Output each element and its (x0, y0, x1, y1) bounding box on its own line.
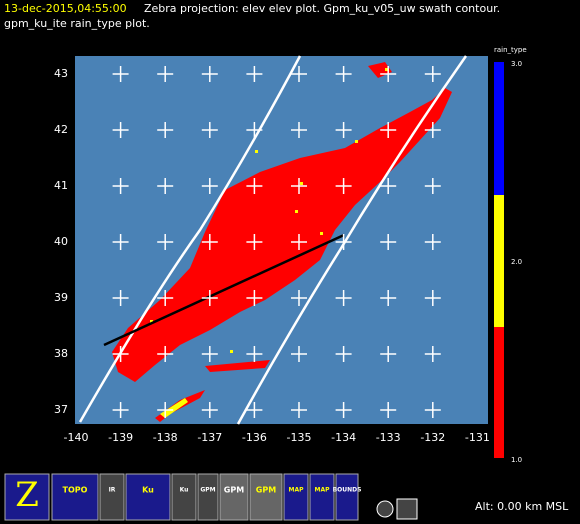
x-tick-label: -131 (465, 431, 490, 444)
x-tick-label: -139 (108, 431, 133, 444)
x-tick-label: -132 (420, 431, 445, 444)
zebra-logo: Z (15, 475, 39, 515)
toolbar-label: MAP (314, 487, 330, 494)
y-tick-label: 37 (54, 403, 68, 416)
toolbar-button[interactable] (335, 473, 359, 521)
x-tick-label: -140 (64, 431, 89, 444)
colorbar-label: 1.0 (511, 456, 522, 464)
toolbar-label: Ku (142, 486, 154, 495)
y-tick-label: 41 (54, 179, 68, 192)
colorbar-label: 3.0 (511, 60, 522, 68)
toolbar-button[interactable] (171, 473, 197, 521)
swath-edge (236, 55, 468, 425)
x-tick-label: -136 (242, 431, 267, 444)
toolbar-button[interactable] (219, 473, 249, 521)
colorbar-title: rain_type (494, 46, 527, 54)
x-tick-label: -135 (287, 431, 312, 444)
y-tick-label: 40 (54, 235, 68, 248)
header-time: 13-dec-2015,04:55:00 (4, 2, 127, 15)
colorbar-segment (494, 62, 504, 195)
y-tick-label: 39 (54, 291, 68, 304)
x-tick-label: -137 (197, 431, 222, 444)
toolbar-button[interactable] (51, 473, 99, 521)
toolbar-button[interactable] (197, 473, 219, 521)
y-tick-label: 38 (54, 347, 68, 360)
header-line1: Zebra projection: elev elev plot. Gpm_ku… (144, 2, 500, 15)
overlay-button[interactable] (376, 500, 394, 518)
x-tick-label: -133 (376, 431, 401, 444)
colorbar-segment (494, 327, 504, 458)
toolbar-label: GPM (256, 486, 276, 495)
x-tick-label: -134 (331, 431, 356, 444)
toolbar-label: BOUNDS (333, 487, 362, 494)
grid-button[interactable] (396, 498, 418, 520)
toolbar-label: IR (109, 487, 116, 494)
x-tick-label: -138 (153, 431, 178, 444)
toolbar-button[interactable] (125, 473, 171, 521)
toolbar: Z TOPO IR Ku Ku GPM GPM GPM MAP MAP BOUNDS (4, 473, 418, 521)
cross-section-line (103, 233, 345, 347)
grid-crosses (112, 66, 441, 418)
toolbar-label: Ku (180, 487, 189, 494)
toolbar-button[interactable] (249, 473, 283, 521)
y-tick-label: 43 (54, 67, 68, 80)
toolbar-label: TOPO (63, 486, 88, 495)
toolbar-label: MAP (288, 487, 304, 494)
toolbar-button[interactable] (283, 473, 309, 521)
colorbar-segment (494, 195, 504, 327)
header-line2: gpm_ku_ite rain_type plot. (4, 17, 150, 30)
toolbar-button[interactable] (309, 473, 335, 521)
zebra-button[interactable] (4, 473, 50, 521)
altitude: Alt: 0.00 km MSL (475, 500, 569, 513)
toolbar-label: GPM (224, 486, 244, 495)
y-tick-label: 42 (54, 123, 68, 136)
colorbar-label: 2.0 (511, 258, 522, 266)
toolbar-label: GPM (200, 487, 215, 494)
toolbar-button[interactable] (99, 473, 125, 521)
